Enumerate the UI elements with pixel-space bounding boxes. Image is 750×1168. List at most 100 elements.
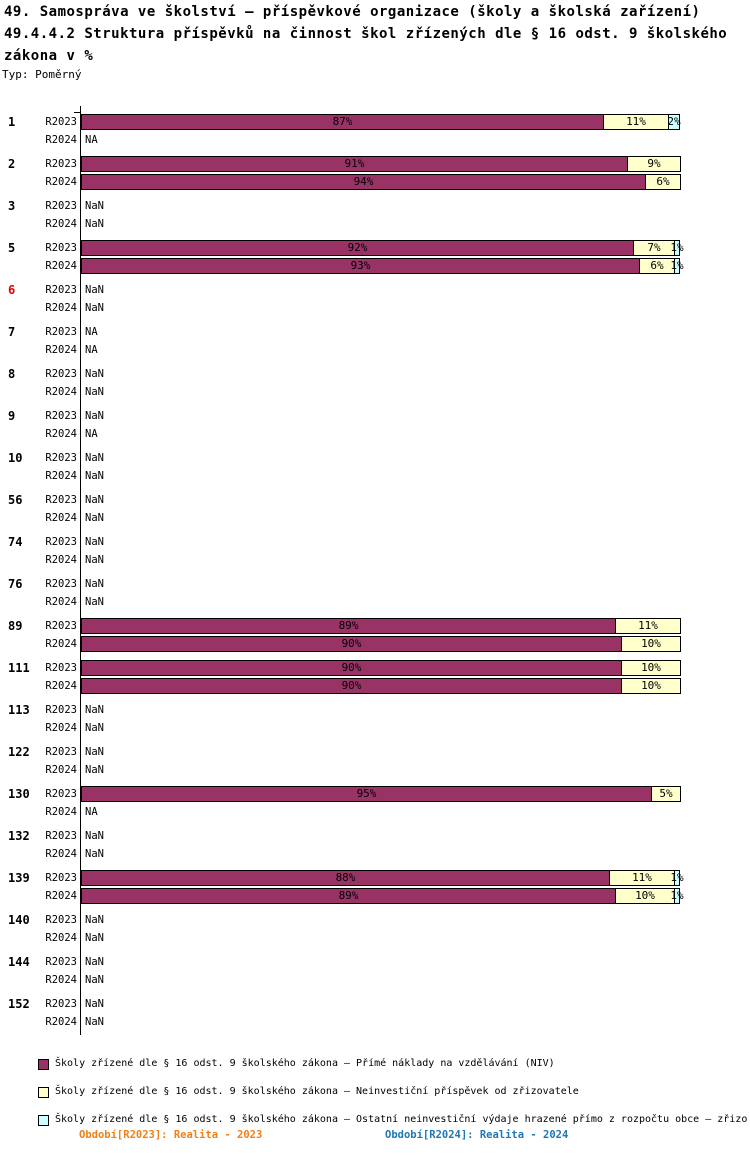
missing-value-label: NaN [85,386,104,398]
legend-swatch-series1 [38,1058,49,1070]
missing-value-label: NaN [85,470,104,482]
bar-segment-value-label: 2% [667,115,681,128]
bar-segment-value-label: 90% [341,661,362,674]
chart-row-5-R2023: 5 R2023 92% 7% 1% [0,240,750,256]
legend-label: Školy zřízené dle § 16 odst. 9 školského… [55,1086,579,1097]
chart-row-7-R2024: R2024 NA [0,342,750,358]
group-id-label: 3 [8,199,16,213]
missing-value-label: NaN [85,956,104,968]
missing-value-label: NA [85,344,98,356]
period-label: R2023 [45,116,77,128]
stacked-bar: 90% 10% [81,636,681,652]
bar-segment-value-label: 9% [647,157,661,170]
bar-segment-value-label: 89% [338,619,359,632]
bar-segment-series1: 94% [81,174,646,190]
period-label: R2023 [45,326,77,338]
missing-value-label: NaN [85,764,104,776]
stacked-bar: 89% 10% 1% [81,888,684,904]
period-label: R2023 [45,872,77,884]
chart-row-8-R2023: 8 R2023 NaN [0,366,750,382]
group-id-label: 139 [8,871,30,885]
chart-row-1-R2024: R2024 NA [0,132,750,148]
period-label: R2024 [45,218,77,230]
missing-value-label: NaN [85,554,104,566]
missing-value-label: NaN [85,746,104,758]
bar-segment-series2: 10% [621,660,681,676]
missing-value-label: NaN [85,452,104,464]
period-label: R2024 [45,428,77,440]
chart-row-144-R2023: 144 R2023 NaN [0,954,750,970]
bar-segment-series2: 5% [651,786,681,802]
period-label: R2024 [45,974,77,986]
period-label: R2024 [45,554,77,566]
period-label: R2024 [45,1016,77,1028]
chart-row-76-R2024: R2024 NaN [0,594,750,610]
period-label: R2024 [45,638,77,650]
bar-segment-series1: 95% [81,786,652,802]
stacked-bar: 89% 11% [81,618,681,634]
bar-segment-series3: 1% [670,888,684,904]
chart-row-9-R2024: R2024 NA [0,426,750,442]
legend-item-other-expenses: Školy zřízené dle § 16 odst. 9 školského… [38,1114,747,1126]
legend-label: Školy zřízené dle § 16 odst. 9 školského… [55,1114,748,1125]
bar-segment-value-label: 91% [344,157,365,170]
axis-line [80,106,81,1035]
chart-row-130-R2023: 130 R2023 95% 5% [0,786,750,802]
missing-value-label: NaN [85,830,104,842]
chart-row-2-R2024: R2024 94% 6% [0,174,750,190]
group-id-label: 10 [8,451,23,465]
period-label: R2024 [45,512,77,524]
period-label: R2023 [45,494,77,506]
missing-value-label: NaN [85,974,104,986]
missing-value-label: NaN [85,578,104,590]
legend-label: Školy zřízené dle § 16 odst. 9 školského… [55,1058,555,1069]
bar-segment-value-label: 89% [338,889,359,902]
missing-value-label: NaN [85,704,104,716]
chart-row-132-R2023: 132 R2023 NaN [0,828,750,844]
chart-row-139-R2024: R2024 89% 10% 1% [0,888,750,904]
bar-segment-value-label: 10% [641,679,661,692]
chart-row-139-R2023: 139 R2023 88% 11% 1% [0,870,750,886]
stacked-bar: 90% 10% [81,678,681,694]
bar-segment-value-label: 1% [670,889,684,902]
bar-segment-value-label: 11% [626,115,646,128]
stacked-bar: 90% 10% [81,660,681,676]
period-label: R2024 [45,680,77,692]
period-label: R2024 [45,932,77,944]
group-id-label: 140 [8,913,30,927]
period-label: R2023 [45,956,77,968]
bar-segment-value-label: 88% [335,871,356,884]
bar-segment-value-label: 87% [332,115,353,128]
chart-row-1-R2023: 1 R2023 87% 11% 2% [0,114,750,130]
period-label: R2024 [45,722,77,734]
chart-row-140-R2024: R2024 NaN [0,930,750,946]
bar-segment-series1: 90% [81,636,622,652]
missing-value-label: NaN [85,410,104,422]
bar-segment-value-label: 10% [641,637,661,650]
group-id-label: 144 [8,955,30,969]
missing-value-label: NaN [85,722,104,734]
missing-value-label: NaN [85,932,104,944]
chart-row-6-R2024: R2024 NaN [0,300,750,316]
chart-row-113-R2024: R2024 NaN [0,720,750,736]
chart-row-111-R2024: R2024 90% 10% [0,678,750,694]
bar-segment-series2: 10% [615,888,675,904]
bar-segment-value-label: 93% [350,259,371,272]
group-id-label: 8 [8,367,16,381]
missing-value-label: NaN [85,368,104,380]
chart-row-132-R2024: R2024 NaN [0,846,750,862]
footer-period-2023: Období[R2023]: Realita - 2023 [79,1129,263,1141]
period-label: R2023 [45,578,77,590]
chart-row-3-R2023: 3 R2023 NaN [0,198,750,214]
bar-segment-value-label: 95% [356,787,377,800]
missing-value-label: NA [85,806,98,818]
chart-type-label: Typ: Poměrný [2,68,82,81]
bar-segment-value-label: 11% [632,871,652,884]
group-id-label: 113 [8,703,30,717]
missing-value-label: NaN [85,302,104,314]
missing-value-label: NaN [85,914,104,926]
bar-segment-value-label: 94% [353,175,374,188]
bar-segment-series2: 10% [621,636,681,652]
chart-row-89-R2024: R2024 90% 10% [0,636,750,652]
missing-value-label: NA [85,326,98,338]
